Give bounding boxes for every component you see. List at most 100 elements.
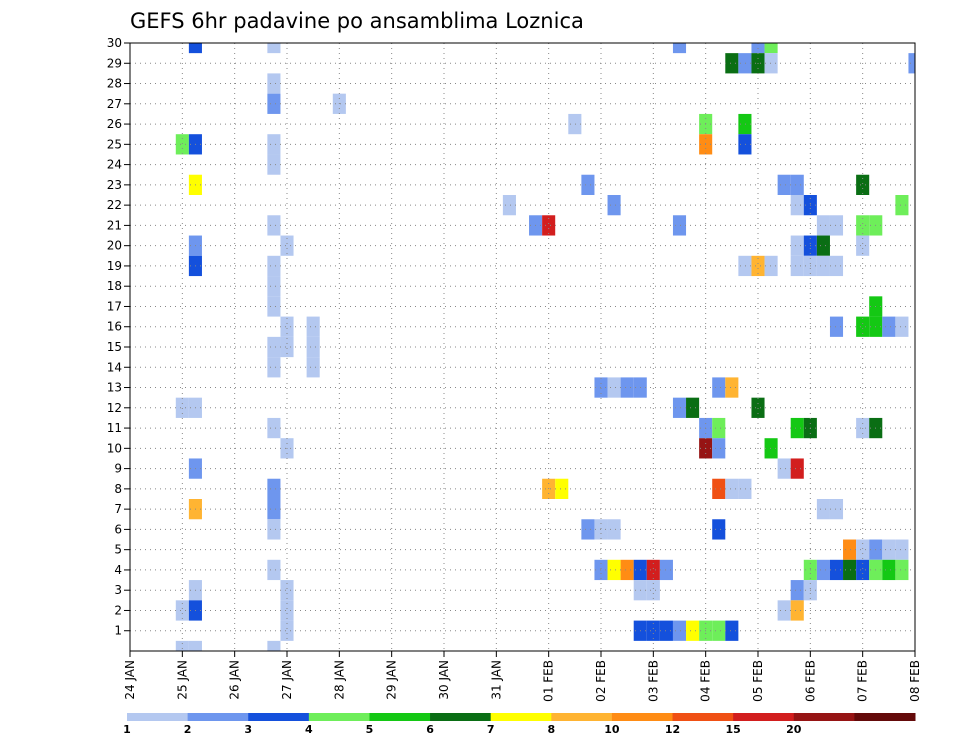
heatmap-cell (620, 377, 634, 398)
y-tick-label: 4 (114, 563, 122, 577)
heatmap-cell (620, 559, 634, 581)
heatmap-cell (738, 53, 752, 74)
x-tick-label: 01 FEB (542, 660, 556, 702)
heatmap-cell (188, 640, 202, 651)
heatmap-cell (267, 93, 281, 114)
plot-frame (129, 42, 916, 652)
chart-title: GEFS 6hr padavine po ansamblima Loznica (130, 9, 584, 33)
heatmap-cell (306, 336, 320, 358)
heatmap-cell (659, 620, 673, 641)
heatmap-cell (267, 499, 281, 520)
heatmap-cell (267, 43, 281, 54)
y-tick-label: 26 (107, 117, 122, 131)
heatmap-cell (712, 620, 726, 641)
heatmap-cell (764, 43, 778, 54)
legend-swatch (793, 713, 855, 721)
heatmap-cell (712, 478, 726, 499)
heatmap-cell (267, 215, 281, 236)
heatmap-cell (843, 559, 857, 581)
y-tick-label: 20 (107, 239, 122, 253)
heatmap-cell (764, 438, 778, 459)
x-tick-label: 31 JAN (489, 660, 503, 700)
y-tick-label: 7 (114, 502, 122, 516)
x-tick-label: 04 FEB (699, 660, 713, 702)
legend-swatch (672, 713, 734, 721)
heatmap-cell (908, 53, 915, 74)
heatmap-cell (777, 174, 791, 195)
heatmap-cell (777, 458, 791, 479)
heatmap-cell (267, 134, 281, 155)
y-tick-label: 15 (107, 340, 122, 354)
legend-swatch (248, 713, 310, 721)
legend-swatch (430, 713, 492, 721)
heatmap-cell (829, 215, 844, 236)
legend-label: 3 (244, 723, 252, 736)
heatmap-cell (738, 113, 752, 135)
y-tick-label: 9 (114, 462, 122, 476)
legend-label: 12 (665, 723, 680, 736)
heatmap-cell (895, 195, 909, 216)
heatmap-cell (829, 559, 844, 581)
x-tick-label: 06 FEB (803, 660, 817, 702)
heatmap-cell (607, 519, 621, 540)
heatmap-cell (672, 43, 687, 54)
heatmap-cell (725, 620, 739, 641)
heatmap-cell (646, 559, 660, 581)
heatmap-cell (790, 174, 804, 195)
heatmap-cell (856, 316, 870, 337)
legend-label: 15 (725, 723, 740, 736)
heatmap-cell (790, 417, 804, 439)
heatmap-cell (568, 113, 582, 135)
heatmap-cell (267, 276, 281, 297)
y-tick-label: 11 (107, 421, 122, 435)
y-tick-label: 28 (107, 77, 122, 91)
heatmap-cell (790, 458, 804, 479)
legend-swatch (308, 713, 370, 721)
y-tick-label: 10 (107, 441, 122, 455)
y-tick-label: 30 (107, 36, 122, 50)
heatmap-cell (306, 357, 320, 378)
heatmap-cell (856, 174, 870, 195)
heatmap-cell (306, 316, 320, 337)
heatmap-cell (856, 559, 870, 581)
heatmap-cell (267, 255, 281, 277)
heatmap-cell (502, 195, 516, 216)
heatmap-cell (175, 600, 189, 621)
heatmap-cell (267, 640, 281, 651)
heatmap-cell (738, 134, 752, 155)
y-tick-label: 29 (107, 56, 122, 70)
heatmap-cell (280, 316, 294, 337)
heatmap-cell (672, 215, 687, 236)
heatmap-cell (790, 580, 804, 601)
legend-swatch (127, 713, 189, 721)
heatmap-cell (267, 296, 281, 317)
heatmap-cell (751, 397, 765, 418)
legend-label: 8 (547, 723, 555, 736)
heatmap-cell (895, 316, 909, 337)
heatmap-cell (280, 336, 294, 358)
heatmap-cell (712, 377, 726, 398)
y-tick-label: 3 (114, 583, 122, 597)
heatmap-cell (725, 377, 739, 398)
legend-label: 20 (786, 723, 802, 736)
heatmap-cell (267, 478, 281, 499)
heatmap-cell (581, 174, 595, 195)
heatmap-cell (267, 357, 281, 378)
heatmap-cell (816, 255, 830, 277)
x-tick-label: 30 JAN (437, 660, 451, 700)
legend-swatch (490, 713, 552, 721)
legend-swatch (369, 713, 431, 721)
y-tick-label: 14 (107, 360, 122, 374)
heatmap-cell (816, 499, 830, 520)
heatmap-cell (267, 417, 281, 439)
heatmap-cell (829, 499, 844, 520)
y-tick-label: 23 (107, 178, 122, 192)
heatmap-cell (725, 53, 739, 74)
heatmap-cell (267, 154, 281, 175)
heatmap-cell (882, 539, 896, 560)
heatmap-cell (607, 377, 621, 398)
heatmap-cell (646, 580, 660, 601)
y-tick-label: 25 (107, 137, 122, 151)
y-tick-label: 21 (107, 218, 122, 232)
heatmap-cell (672, 620, 687, 641)
